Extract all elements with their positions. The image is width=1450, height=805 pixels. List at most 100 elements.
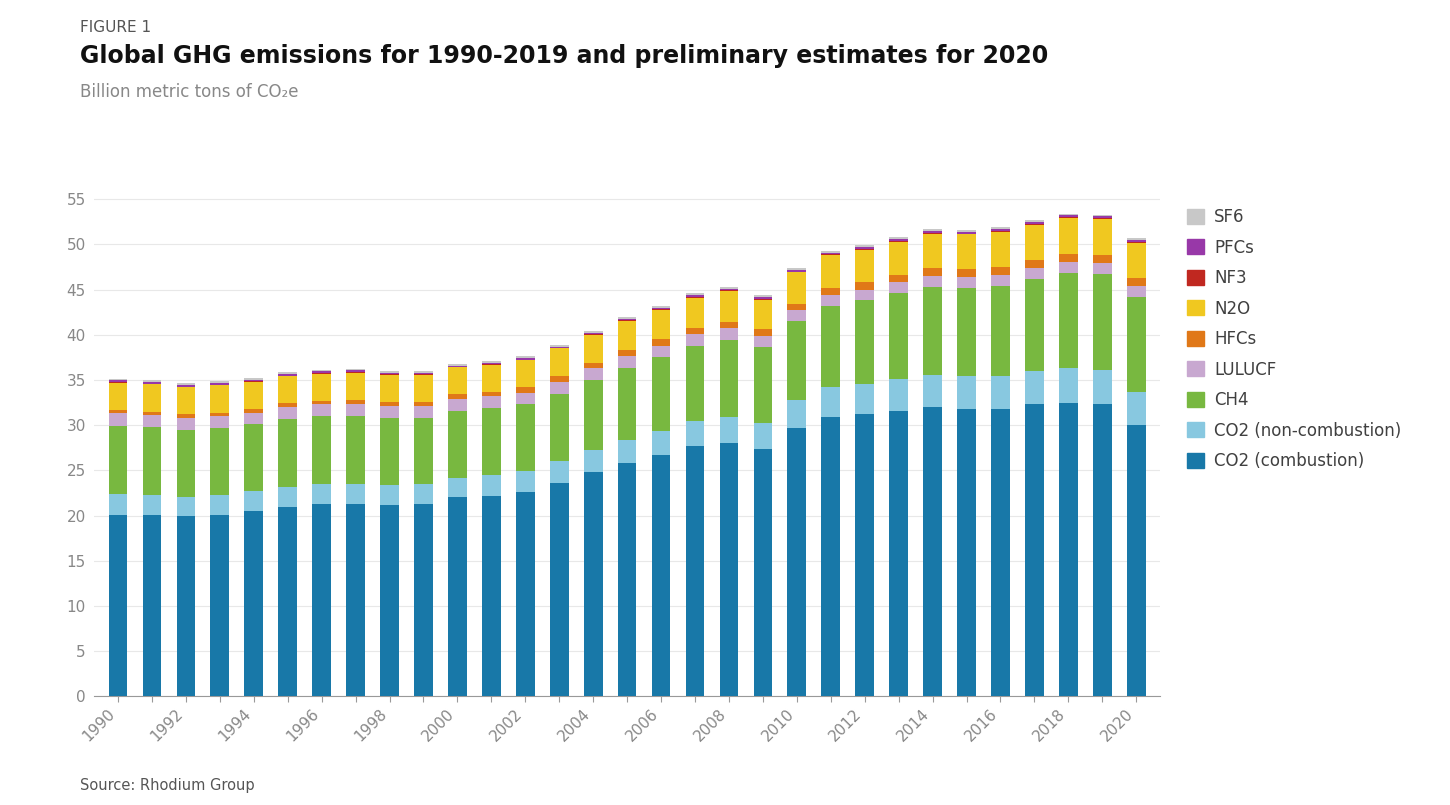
Bar xyxy=(142,382,161,384)
Bar xyxy=(822,306,840,387)
Bar xyxy=(889,411,908,696)
Bar xyxy=(210,382,229,383)
Bar xyxy=(618,319,637,320)
Bar xyxy=(481,392,500,396)
Bar xyxy=(992,232,1009,267)
Bar xyxy=(1025,268,1044,279)
Bar xyxy=(312,401,331,404)
Bar xyxy=(210,495,229,514)
Bar xyxy=(347,370,365,372)
Bar xyxy=(924,276,942,287)
Bar xyxy=(177,385,196,386)
Bar xyxy=(686,298,705,328)
Bar xyxy=(719,287,738,289)
Bar xyxy=(312,404,331,416)
Bar xyxy=(1093,263,1112,275)
Bar xyxy=(618,463,637,696)
Bar xyxy=(1025,220,1044,222)
Bar xyxy=(787,400,806,428)
Bar xyxy=(1058,216,1077,217)
Bar xyxy=(584,331,603,332)
Bar xyxy=(415,484,432,504)
Bar xyxy=(822,253,840,254)
Bar xyxy=(787,271,806,272)
Bar xyxy=(957,269,976,277)
Bar xyxy=(109,414,128,426)
Bar xyxy=(889,379,908,411)
Bar xyxy=(1025,279,1044,371)
Bar xyxy=(347,400,365,404)
Bar xyxy=(210,386,229,412)
Bar xyxy=(415,504,432,696)
Bar xyxy=(516,393,535,404)
Bar xyxy=(856,384,874,415)
Bar xyxy=(719,289,738,291)
Bar xyxy=(1093,370,1112,404)
Bar xyxy=(1058,274,1077,368)
Bar xyxy=(245,511,262,696)
Bar xyxy=(957,232,976,233)
Bar xyxy=(856,247,874,249)
Bar xyxy=(312,371,331,374)
Bar xyxy=(754,299,773,329)
Bar xyxy=(448,394,467,399)
Bar xyxy=(686,328,705,334)
Bar xyxy=(481,496,500,696)
Bar xyxy=(719,341,738,417)
Bar xyxy=(1025,222,1044,224)
Bar xyxy=(822,255,840,287)
Bar xyxy=(584,449,603,473)
Bar xyxy=(686,293,705,295)
Bar xyxy=(924,407,942,696)
Bar xyxy=(347,504,365,696)
Bar xyxy=(380,371,399,373)
Bar xyxy=(516,360,535,387)
Bar xyxy=(992,231,1009,232)
Bar xyxy=(686,446,705,696)
Bar xyxy=(1025,225,1044,260)
Bar xyxy=(822,387,840,417)
Bar xyxy=(957,277,976,287)
Bar xyxy=(142,427,161,495)
Bar xyxy=(924,229,942,231)
Bar xyxy=(415,407,432,418)
Bar xyxy=(1025,224,1044,225)
Bar xyxy=(109,378,128,381)
Bar xyxy=(889,241,908,242)
Bar xyxy=(448,367,467,394)
Bar xyxy=(448,477,467,497)
Bar xyxy=(142,514,161,696)
Bar xyxy=(856,249,874,250)
Bar xyxy=(1127,286,1146,297)
Bar xyxy=(584,335,603,363)
Bar xyxy=(380,418,399,485)
Bar xyxy=(992,286,1009,377)
Bar xyxy=(856,290,874,300)
Bar xyxy=(516,471,535,492)
Bar xyxy=(177,383,196,385)
Bar xyxy=(481,475,500,496)
Bar xyxy=(584,332,603,334)
Bar xyxy=(415,373,432,374)
Bar xyxy=(210,514,229,696)
Bar xyxy=(754,336,773,348)
Bar xyxy=(278,374,297,376)
Bar xyxy=(957,234,976,269)
Bar xyxy=(924,268,942,276)
Bar xyxy=(1058,254,1077,262)
Text: Billion metric tons of CO₂e: Billion metric tons of CO₂e xyxy=(80,83,299,101)
Bar xyxy=(109,382,128,410)
Bar xyxy=(686,295,705,297)
Bar xyxy=(1093,255,1112,263)
Bar xyxy=(245,424,262,491)
Bar xyxy=(618,440,637,463)
Bar xyxy=(177,418,196,430)
Bar xyxy=(992,229,1009,231)
Bar xyxy=(651,357,670,431)
Bar xyxy=(1093,275,1112,370)
Bar xyxy=(822,250,840,253)
Bar xyxy=(550,382,568,394)
Bar xyxy=(1058,217,1077,218)
Legend: SF6, PFCs, NF3, N2O, HFCs, LULUCF, CH4, CO2 (non-combustion), CO2 (combustion): SF6, PFCs, NF3, N2O, HFCs, LULUCF, CH4, … xyxy=(1179,200,1409,478)
Bar xyxy=(1058,368,1077,402)
